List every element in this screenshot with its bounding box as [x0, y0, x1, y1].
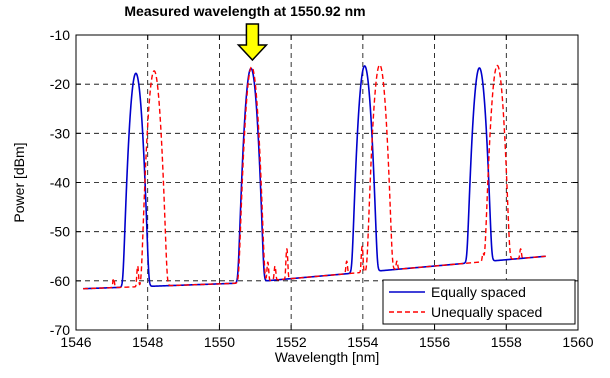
annotation-text: Measured wavelength at 1550.92 nm — [124, 3, 365, 19]
y-tick-label: -60 — [50, 273, 70, 289]
y-tick-label: -20 — [50, 76, 70, 92]
y-tick-label: -30 — [50, 125, 70, 141]
x-tick-label: 1556 — [419, 334, 450, 350]
y-axis-label: Power [dBm] — [11, 142, 27, 222]
x-tick-label: 1554 — [347, 334, 378, 350]
x-tick-label: 1550 — [204, 334, 235, 350]
x-tick-label: 1552 — [276, 334, 307, 350]
y-tick-label: -40 — [50, 175, 70, 191]
x-axis-label: Wavelength [nm] — [275, 349, 380, 365]
y-tick-label: -70 — [50, 322, 70, 338]
legend-label-equally-spaced: Equally spaced — [431, 284, 526, 300]
x-tick-label: 1548 — [132, 334, 163, 350]
x-tick-label: 1558 — [491, 334, 522, 350]
legend: Equally spaced Unequally spaced — [383, 280, 575, 324]
y-tick-label: -10 — [50, 27, 70, 43]
y-tick-label: -50 — [50, 224, 70, 240]
x-tick-label: 1560 — [562, 334, 593, 350]
legend-label-unequally-spaced: Unequally spaced — [431, 304, 542, 320]
